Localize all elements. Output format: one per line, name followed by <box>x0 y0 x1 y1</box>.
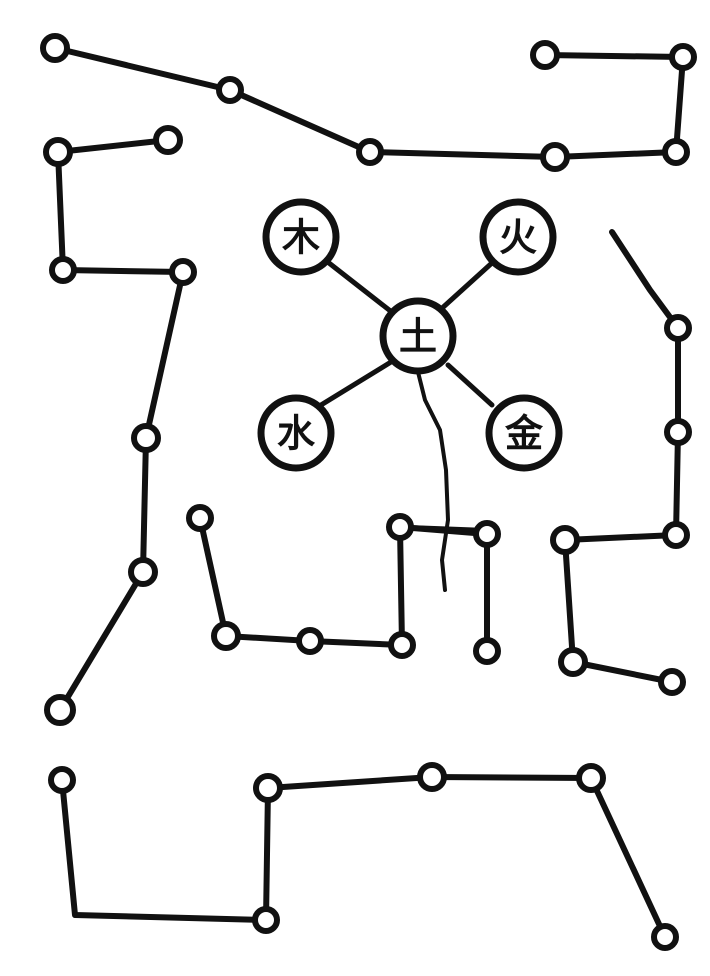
star-dot <box>43 137 73 167</box>
element-wood: 木 <box>262 198 340 276</box>
star-dot <box>662 521 690 549</box>
star-dot <box>388 631 416 659</box>
chain-bottom-left <box>59 777 271 923</box>
star-dot <box>473 520 501 548</box>
star-dot <box>550 525 580 555</box>
element-fire-label: 火 <box>499 215 537 260</box>
five-elements: 木 火 土 水 金 <box>257 198 563 472</box>
chain-right <box>562 325 681 685</box>
star-dot <box>128 557 158 587</box>
star-dot <box>576 763 606 793</box>
star-chains <box>52 45 686 940</box>
chain-bottom-right <box>265 774 668 940</box>
star-dot <box>153 125 183 155</box>
star-dot <box>186 504 214 532</box>
element-metal-label: 金 <box>504 411 544 456</box>
spoke-fire <box>437 259 496 313</box>
star-dot <box>540 142 570 172</box>
star-dot <box>356 138 384 166</box>
spoke-wood <box>326 260 396 316</box>
star-dot <box>664 314 692 342</box>
star-dot <box>662 138 690 166</box>
chain-left <box>55 137 186 713</box>
element-earth-label: 土 <box>399 314 437 359</box>
element-water-label: 水 <box>277 411 316 456</box>
star-dot <box>386 513 414 541</box>
star-dot <box>651 923 679 951</box>
star-dot <box>48 766 76 794</box>
star-dot <box>211 621 241 651</box>
star-dot <box>658 668 686 696</box>
star-dot <box>296 627 324 655</box>
star-dot <box>253 773 283 803</box>
chain-top-left <box>52 45 558 160</box>
star-dot <box>664 418 692 446</box>
star-dot <box>530 40 560 70</box>
spoke-water <box>318 359 394 408</box>
element-earth: 土 <box>379 297 457 375</box>
element-metal: 金 <box>485 394 563 472</box>
element-water: 水 <box>257 394 335 472</box>
star-dots <box>40 33 697 951</box>
star-dot <box>216 76 244 104</box>
five-elements-spokes <box>318 259 496 408</box>
star-dot <box>417 762 447 792</box>
star-dot <box>473 637 501 665</box>
crack-line <box>416 370 450 592</box>
chain-top-right <box>542 52 686 160</box>
spoke-metal <box>445 362 495 408</box>
star-dot <box>49 256 77 284</box>
star-dot <box>169 258 197 286</box>
star-dot <box>40 33 70 63</box>
star-dot <box>669 43 697 71</box>
chain-right-tail <box>609 229 681 331</box>
star-dot <box>252 906 280 934</box>
star-dot <box>131 423 161 453</box>
element-wood-label: 木 <box>282 215 320 260</box>
element-fire: 火 <box>479 198 557 276</box>
star-dot <box>558 647 588 677</box>
star-dot <box>44 694 76 726</box>
